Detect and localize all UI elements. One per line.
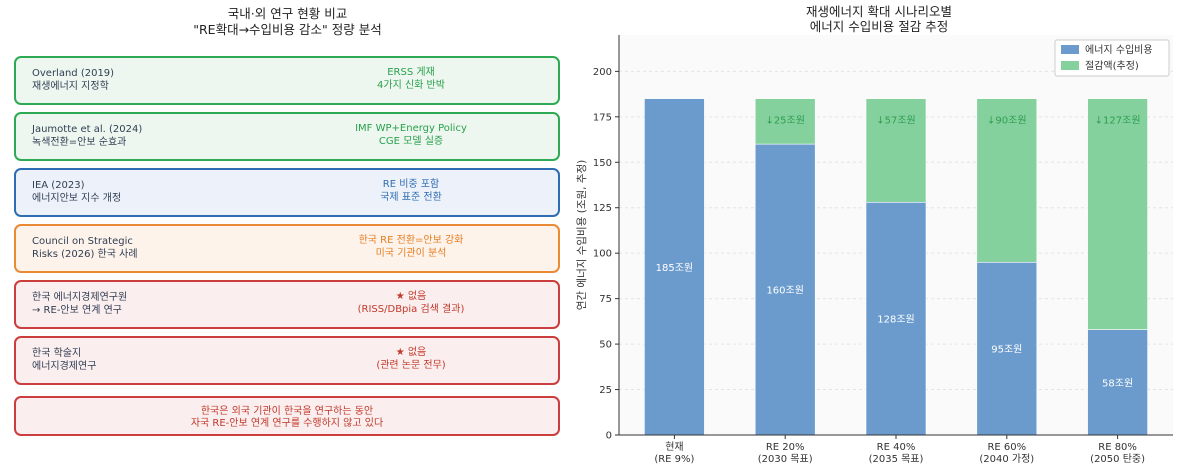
comparison-title-line2: "RE확대→수입비용 감소" 정량 분석 [193,22,382,37]
x-tick-label: (2050 탄중) [1090,453,1145,465]
study-card-finding: IMF WP+Energy Policy CGE 모델 실증 [276,122,546,148]
y-axis-label: 연간 에너지 수입비용 (조원, 추정) [575,160,588,310]
conclusion-note-line1: 한국은 외국 기관이 한국을 연구하는 동안 [200,406,374,417]
import-cost-label: 128조원 [877,314,915,326]
study-card-source-line2: Risks (2026) 한국 사례 [32,249,138,260]
study-card-source: Council on Strategic Risks (2026) 한국 사례 [32,235,138,261]
study-card: Overland (2019) 재생에너지 지정학 ERSS 게재 4가지 신화… [14,56,560,105]
import-cost-bar [644,98,705,436]
savings-bar [754,98,816,145]
x-tick-label: (2030 목표) [758,453,813,465]
y-tick-label: 175 [593,112,612,123]
study-card-finding-line1: ERSS 게재 [387,67,435,78]
import-cost-label: 95조원 [991,344,1022,356]
study-card: IEA (2023) 에너지안보 지수 개정 RE 비중 포함 국제 표준 전환 [14,168,560,217]
conclusion-note-line2: 자국 RE-안보 연계 연구를 수행하지 않고 있다 [190,418,384,429]
legend-swatch [1061,45,1079,54]
chart-title-line2: 에너지 수입비용 절감 추정 [809,19,949,34]
study-card: Council on Strategic Risks (2026) 한국 사례 … [14,224,560,273]
study-card-finding-line1: RE 비중 포함 [382,179,440,190]
savings-bar [865,98,927,203]
import-cost-label: 160조원 [766,285,804,297]
savings-label: ↓90조원 [987,115,1027,127]
y-tick-label: 100 [593,249,612,260]
conclusion-note: 한국은 외국 기관이 한국을 연구하는 동안 자국 RE-안보 연계 연구를 수… [14,396,560,436]
import-cost-label: 58조원 [1102,377,1133,389]
x-tick-label: (2040 가정) [979,453,1034,465]
study-card-source-line1: Overland (2019) [32,68,115,79]
y-tick-label: 25 [599,385,612,396]
study-card-finding: ERSS 게재 4가지 신화 반박 [276,66,546,92]
x-tick-label: 현재 [665,441,683,453]
y-tick-label: 125 [593,203,612,214]
study-card-finding-line2: 4가지 신화 반박 [377,80,445,91]
study-card-finding-line2: 국제 표준 전환 [380,192,442,203]
x-tick-label: RE 40% [877,442,916,453]
study-card-source-line2: 에너지안보 지수 개정 [32,193,122,204]
legend-swatch [1061,61,1079,70]
study-card-source: IEA (2023) 에너지안보 지수 개정 [32,179,121,205]
study-card-finding-line1: ★ 없음 [395,291,427,302]
study-card-finding-line1: IMF WP+Energy Policy [355,123,467,134]
y-tick-label: 75 [599,294,612,305]
study-card: 한국 학술지 에너지경제연구 ★ 없음 (관련 논문 전무) [14,336,560,385]
savings-label: ↓25조원 [765,115,805,127]
study-card-source-line2: → RE-안보 연계 연구 [32,305,122,316]
study-card-finding: RE 비중 포함 국제 표준 전환 [276,178,546,204]
savings-bar [1087,98,1148,330]
study-card-source: Jaumotte et al. (2024) 녹색전환=안보 순효과 [32,123,142,149]
import-cost-bar [865,201,927,436]
legend-box [1054,39,1170,77]
study-card-finding-line1: 한국 RE 전환=안보 강화 [358,235,464,246]
study-card-finding-line2: (RISS/DBpia 검색 결과) [357,304,465,315]
study-card-source-line1: 한국 에너지경제연구원 [32,292,128,303]
study-card-finding-line1: ★ 없음 [395,347,427,358]
x-tick-label: (RE 9%) [654,454,694,465]
x-tick-label: RE 60% [987,442,1026,453]
study-card-source-line2: 에너지경제연구 [32,361,97,372]
comparison-title: 국내·외 연구 현황 비교 "RE확대→수입비용 감소" 정량 분석 [0,6,575,38]
y-tick-label: 150 [593,158,612,169]
import-cost-bar [754,143,816,436]
savings-label: ↓57조원 [876,115,916,127]
study-card-source-line1: Jaumotte et al. (2024) [32,124,143,135]
study-card-source: 한국 학술지 에너지경제연구 [32,347,96,373]
y-tick-label: 200 [593,67,612,78]
study-card-source-line2: 녹색전환=안보 순효과 [32,137,127,148]
study-card-finding-line2: (관련 논문 전무) [376,360,446,371]
y-tick-label: 50 [599,340,612,351]
chart-title: 재생에너지 확대 시나리오별 에너지 수입비용 절감 추정 [575,4,1183,34]
savings-bar [976,98,1038,263]
x-tick-label: RE 80% [1098,442,1137,453]
study-card-source-line2: 재생에너지 지정학 [32,81,109,92]
import-cost-label: 185조원 [656,262,694,274]
comparison-panel: 국내·외 연구 현황 비교 "RE확대→수입비용 감소" 정량 분석 Overl… [0,0,575,471]
study-card-source-line1: Council on Strategic [32,236,133,247]
savings-chart-panel: 재생에너지 확대 시나리오별 에너지 수입비용 절감 추정 0 25 50 75 100… [575,0,1183,471]
study-card-source: 한국 에너지경제연구원 → RE-안보 연계 연구 [32,291,127,317]
y-tick-label: 0 [606,431,612,442]
chart-title-line1: 재생에너지 확대 시나리오별 [806,4,952,19]
study-card-finding-line2: 미국 기관이 분석 [375,248,447,259]
comparison-title-line1: 국내·외 연구 현황 비교 [227,6,348,21]
stacked-bar-chart: 0 25 50 75 100 125 150 175 200 연간 에너지 수입비용 (조원, 추… [575,35,1173,465]
x-tick-label: (2035 목표) [869,453,924,465]
study-card-finding-line2: CGE 모델 실증 [378,136,444,147]
study-card-finding: ★ 없음 (관련 논문 전무) [276,346,546,372]
study-card-finding: ★ 없음 (RISS/DBpia 검색 결과) [276,290,546,316]
import-cost-bar [1087,329,1148,436]
x-tick-label: RE 20% [766,442,805,453]
study-card-source: Overland (2019) 재생에너지 지정학 [32,67,114,93]
legend-label: 절감액(추정) [1085,59,1139,72]
study-card-source-line1: 한국 학술지 [32,348,82,359]
study-card: Jaumotte et al. (2024) 녹색전환=안보 순효과 IMF W… [14,112,560,161]
legend-label: 에너지 수입비용 [1085,43,1153,56]
savings-label: ↓127조원 [1095,115,1141,127]
study-card-source-line1: IEA (2023) [32,180,85,191]
study-card: 한국 에너지경제연구원 → RE-안보 연계 연구 ★ 없음 (RISS/DBp… [14,280,560,329]
study-card-finding: 한국 RE 전환=안보 강화 미국 기관이 분석 [276,234,546,260]
